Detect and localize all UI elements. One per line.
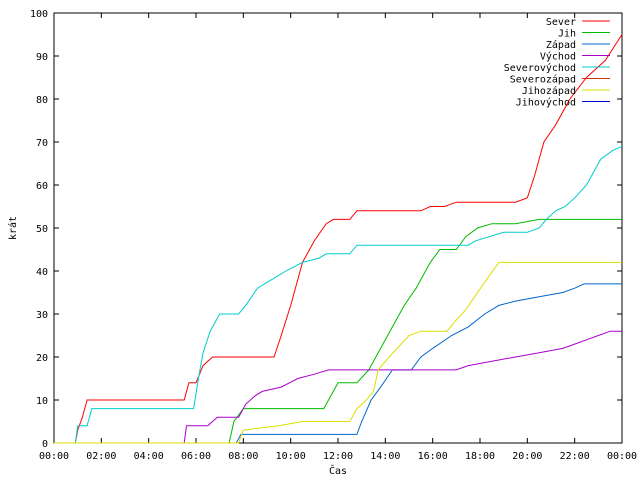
series-lines [54,34,623,444]
x-tick-label: 18:00 [465,451,495,462]
x-tick-label: 10:00 [276,451,306,462]
series-line-1 [54,218,622,444]
legend-label: Jihovýchod [516,97,576,109]
series-line-3 [54,330,622,444]
series-line-0 [54,34,623,444]
series-line-6 [54,261,622,444]
y-tick-label: 60 [36,181,48,192]
legend-label: Sever [546,17,576,28]
y-tick-label: 100 [30,9,48,20]
x-tick-label: 00:00 [607,451,637,462]
legend-label: Západ [546,39,576,51]
y-tick-label: 40 [36,267,48,278]
x-tick-label: 04:00 [134,451,164,462]
x-tick-label: 14:00 [370,451,400,462]
x-tick-label: 16:00 [418,451,448,462]
y-tick-label: 70 [36,138,48,149]
y-tick-label: 30 [36,310,48,321]
x-tick-label: 20:00 [512,451,542,462]
y-tick-label: 0 [42,439,48,450]
y-tick-label: 80 [36,95,48,106]
legend-label: Jih [558,29,576,40]
legend: SeverJihZápadVýchodSeverovýchodSeverozáp… [504,17,610,109]
x-tick-label: 02:00 [86,451,116,462]
legend-label: Severozápad [510,74,576,86]
y-tick-label: 50 [36,224,48,235]
axis-ticks: 00:00 02:00 04:00 06:00 08:00 10:00 12:00 14:00… [30,9,637,462]
y-axis-label: krát [7,216,19,240]
series-line-4 [54,145,623,444]
series-line-2 [54,283,622,444]
x-tick-label: 22:00 [560,451,590,462]
x-tick-label: 08:00 [228,451,258,462]
y-tick-label: 10 [36,396,48,407]
legend-label: Severovýchod [504,62,576,74]
x-tick-label: 00:00 [39,451,69,462]
legend-label: Jihozápad [522,85,576,97]
x-axis-label: Čas [329,464,347,477]
legend-label: Východ [540,51,576,63]
y-tick-label: 20 [36,353,48,364]
x-tick-label: 12:00 [323,451,353,462]
x-tick-label: 06:00 [181,451,211,462]
y-tick-label: 90 [36,52,48,63]
